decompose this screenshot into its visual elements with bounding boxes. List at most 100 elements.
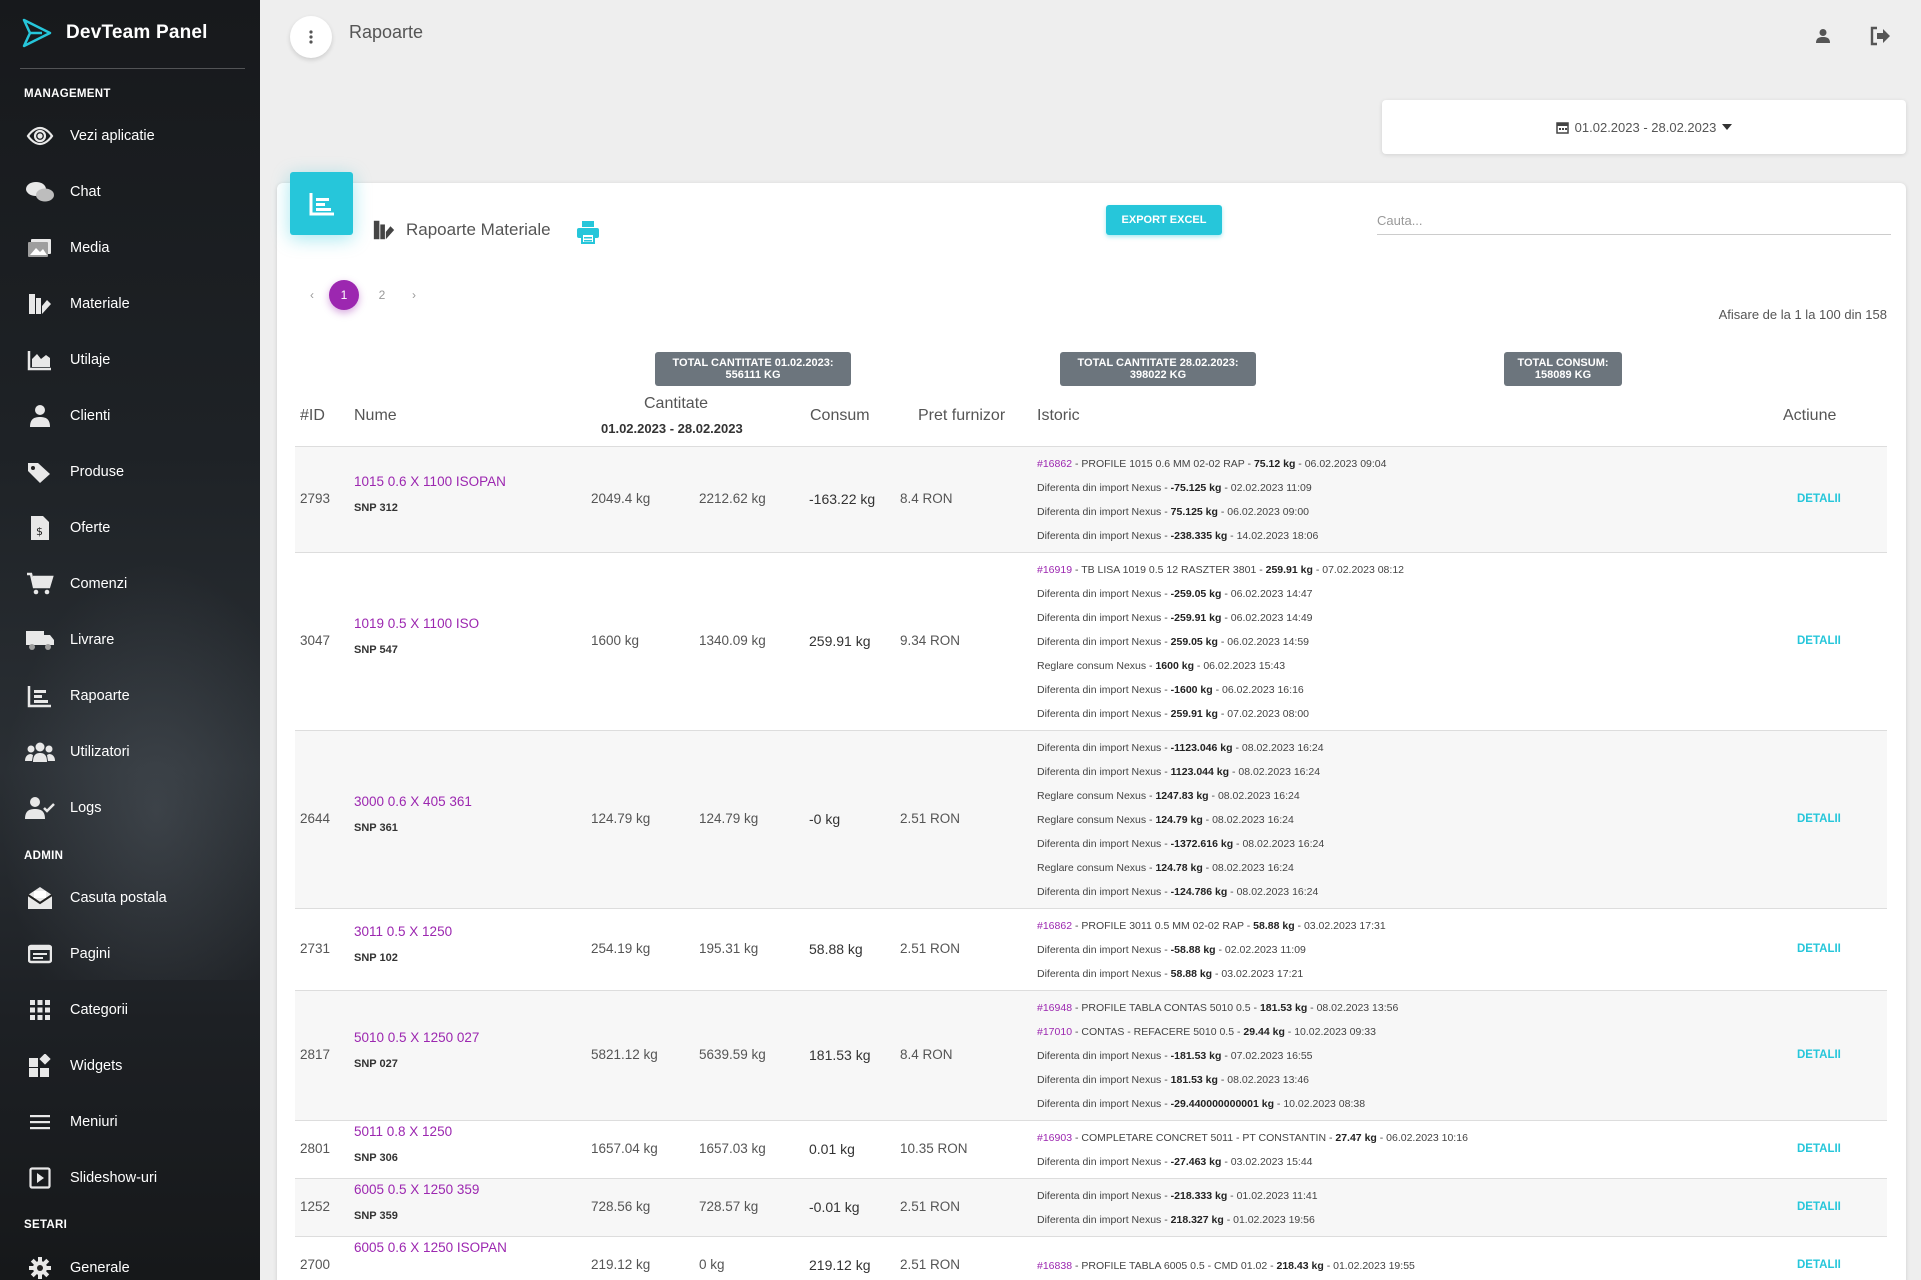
sidebar-section-management: MANAGEMENT: [24, 88, 111, 100]
details-button[interactable]: DETALII: [1797, 493, 1841, 505]
material-name-link[interactable]: 5011 0.8 X 1250: [354, 1124, 453, 1139]
row-id: 1252: [300, 1199, 331, 1214]
pagination-next[interactable]: ›: [412, 288, 416, 302]
order-link[interactable]: #16919: [1037, 564, 1073, 576]
sidebar-item-comenzi[interactable]: Comenzi: [24, 564, 244, 604]
order-link[interactable]: #16948: [1037, 1002, 1073, 1014]
history-line: Diferenta din import Nexus - -1123.046 k…: [1037, 736, 1324, 760]
history-text: Diferenta din import Nexus -: [1037, 506, 1171, 518]
history-quantity: 181.53 kg: [1170, 1074, 1218, 1086]
details-button[interactable]: DETALII: [1797, 635, 1841, 647]
history-text: - PROFILE 3011 0.5 MM 02-02 RAP -: [1072, 920, 1254, 932]
sidebar-item-media[interactable]: Media: [24, 228, 244, 268]
card-header-icon: [290, 172, 353, 235]
sidebar-item-utilizatori[interactable]: Utilizatori: [24, 732, 244, 772]
tags-icon: [24, 456, 56, 488]
material-name-link[interactable]: 1015 0.6 X 1100 ISOPAN: [354, 474, 506, 489]
history-text: Diferenta din import Nexus -: [1037, 944, 1171, 956]
history-timestamp: - 06.02.2023 10:16: [1376, 1132, 1468, 1144]
sidebar-item-clienti[interactable]: Clienti: [24, 396, 244, 436]
history-text: - TB LISA 1019 0.5 12 RASZTER 3801 -: [1072, 564, 1266, 576]
sidebar-item-chat[interactable]: Chat: [24, 172, 244, 212]
sidebar-item-produse[interactable]: Produse: [24, 452, 244, 492]
pagination-prev[interactable]: ‹: [310, 288, 314, 302]
consumption-value: -163.22 kg: [809, 491, 876, 507]
pagination-page-1[interactable]: 1: [329, 280, 359, 310]
history-line: Diferenta din import Nexus - 1123.044 kg…: [1037, 760, 1320, 784]
history-timestamp: - 08.02.2023 13:56: [1307, 1002, 1399, 1014]
export-excel-button[interactable]: EXPORT EXCEL: [1106, 205, 1222, 235]
sidebar-item-oferte[interactable]: $ Oferte: [24, 508, 244, 548]
sidebar-item-meniuri[interactable]: Meniuri: [24, 1102, 244, 1142]
history-text: Diferenta din import Nexus -: [1037, 742, 1171, 754]
sidebar-item-pagini[interactable]: Pagini: [24, 934, 244, 974]
more-options-button[interactable]: [290, 16, 332, 58]
material-name-link[interactable]: 6005 0.5 X 1250 359: [354, 1182, 480, 1197]
sidebar-item-vezi-aplicatie[interactable]: Vezi aplicatie: [24, 116, 244, 156]
pagination-page-2[interactable]: 2: [378, 288, 386, 302]
account-button[interactable]: [1809, 22, 1837, 50]
details-button[interactable]: DETALII: [1797, 1259, 1841, 1271]
sidebar-item-materiale[interactable]: Materiale: [24, 284, 244, 324]
sidebar-item-rapoarte[interactable]: Rapoarte: [24, 676, 244, 716]
material-name-link[interactable]: 3000 0.6 X 405 361: [354, 794, 472, 809]
logout-button[interactable]: [1866, 22, 1894, 50]
details-button[interactable]: DETALII: [1797, 1049, 1841, 1061]
consumption-value: -0.01 kg: [809, 1199, 860, 1215]
details-button[interactable]: DETALII: [1797, 1143, 1841, 1155]
sidebar-item-livrare[interactable]: Livrare: [24, 620, 244, 660]
history-line: #16862 - PROFILE 3011 0.5 MM 02-02 RAP -…: [1037, 914, 1386, 938]
order-link[interactable]: #16903: [1037, 1132, 1073, 1144]
sidebar-item-generale[interactable]: Generale: [24, 1248, 244, 1280]
quantity-start: 1657.04 kg: [591, 1141, 658, 1156]
details-button[interactable]: DETALII: [1797, 943, 1841, 955]
quantity-start: 124.79 kg: [591, 811, 651, 826]
sidebar-item-label: Oferte: [70, 520, 111, 536]
search-input[interactable]: [1377, 207, 1891, 235]
order-link[interactable]: #16838: [1037, 1260, 1073, 1272]
sidebar-item-widgets[interactable]: Widgets: [24, 1046, 244, 1086]
details-button[interactable]: DETALII: [1797, 1201, 1841, 1213]
sidebar-item-categorii[interactable]: Categorii: [24, 990, 244, 1030]
date-range-picker[interactable]: 01.02.2023 - 28.02.2023: [1382, 100, 1906, 154]
row-id: 2793: [300, 491, 331, 506]
order-link[interactable]: #16862: [1037, 920, 1073, 932]
material-name-link[interactable]: 1019 0.5 X 1100 ISO: [354, 616, 480, 631]
sidebar-divider: [20, 68, 245, 69]
order-link[interactable]: #17010: [1037, 1026, 1073, 1038]
quantity-end: 195.31 kg: [699, 941, 759, 956]
row-id: 2801: [300, 1141, 331, 1156]
history-line: Reglare consum Nexus - 1247.83 kg - 08.0…: [1037, 784, 1300, 808]
material-name-link[interactable]: 3011 0.5 X 1250: [354, 924, 453, 939]
history-line: Reglare consum Nexus - 124.79 kg - 08.02…: [1037, 808, 1294, 832]
order-link[interactable]: #16862: [1037, 458, 1073, 470]
sidebar-item-utilaje[interactable]: Utilaje: [24, 340, 244, 380]
total-badge-value: 556111 KG: [725, 369, 781, 381]
history-line: Diferenta din import Nexus - 181.53 kg -…: [1037, 1068, 1309, 1092]
quantity-end: 728.57 kg: [699, 1199, 759, 1214]
history-text: Diferenta din import Nexus -: [1037, 1050, 1171, 1062]
brand[interactable]: DevTeam Panel: [22, 18, 208, 48]
col-header-actiune: Actiune: [1783, 407, 1837, 424]
sidebar-item-slideshow-uri[interactable]: Slideshow-uri: [24, 1158, 244, 1198]
history-timestamp: - 07.02.2023 08:00: [1217, 708, 1310, 720]
print-button[interactable]: [576, 220, 600, 249]
history-line: Diferenta din import Nexus - -259.05 kg …: [1037, 582, 1313, 606]
history-timestamp: - 08.02.2023 13:46: [1217, 1074, 1310, 1086]
history-text: Diferenta din import Nexus -: [1037, 838, 1171, 850]
details-button[interactable]: DETALII: [1797, 813, 1841, 825]
quantity-start: 2049.4 kg: [591, 491, 651, 506]
material-name-link[interactable]: 5010 0.5 X 1250 027: [354, 1030, 480, 1045]
user-check-icon: [24, 792, 56, 824]
history-quantity: 58.88 kg: [1253, 920, 1295, 932]
history-text: Reglare consum Nexus -: [1037, 814, 1156, 826]
sidebar-item-casuta-postala[interactable]: Casuta postala: [24, 878, 244, 918]
sidebar-item-logs[interactable]: Logs: [24, 788, 244, 828]
supplier-price: 9.34 RON: [900, 633, 961, 648]
history-text: Diferenta din import Nexus -: [1037, 1190, 1171, 1202]
material-name-link[interactable]: 6005 0.6 X 1250 ISOPAN: [354, 1240, 507, 1255]
history-quantity: 259.91 kg: [1265, 564, 1313, 576]
history-quantity: 29.44 kg: [1243, 1026, 1285, 1038]
history-line: Diferenta din import Nexus - -29.4400000…: [1037, 1092, 1365, 1116]
consumption-value: -0 kg: [809, 811, 841, 827]
